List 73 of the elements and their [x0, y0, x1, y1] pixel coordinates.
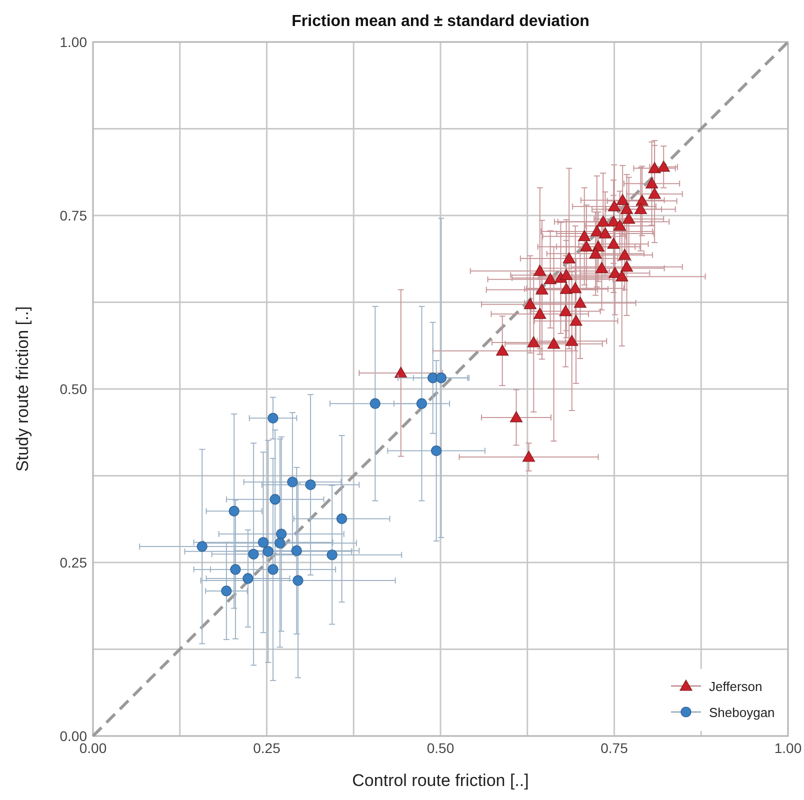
x-tick-label: 0.75	[600, 740, 628, 756]
point	[547, 338, 560, 349]
point	[616, 194, 629, 206]
point	[305, 479, 316, 490]
point	[527, 336, 540, 348]
point	[436, 372, 446, 384]
point	[618, 248, 631, 260]
point	[230, 564, 241, 575]
point	[248, 548, 259, 560]
point	[431, 445, 442, 456]
point	[562, 252, 576, 264]
point	[560, 268, 573, 280]
point	[394, 366, 408, 378]
point	[242, 573, 254, 584]
point	[598, 227, 612, 238]
point	[270, 494, 280, 505]
point	[292, 575, 304, 586]
point	[596, 215, 610, 227]
x-tick-label: 0.50	[426, 740, 454, 756]
point	[589, 247, 602, 258]
point	[648, 188, 661, 199]
point	[620, 260, 634, 272]
y-tick-label: 0.75	[60, 208, 88, 224]
legend-label: Sheboygan	[709, 705, 775, 720]
point	[287, 476, 298, 488]
point	[276, 528, 287, 540]
point	[607, 238, 620, 249]
point	[566, 334, 578, 346]
point	[570, 314, 582, 326]
x-axis-title: Control route friction [..]	[352, 771, 529, 790]
point	[614, 220, 626, 231]
point	[590, 225, 604, 236]
point	[326, 550, 338, 560]
y-axis-title: Study route friction [..]	[13, 306, 32, 472]
point	[616, 270, 628, 282]
point	[645, 177, 658, 188]
y-tick-label: 0.50	[60, 381, 88, 397]
point	[524, 298, 536, 310]
point	[578, 230, 591, 242]
point	[274, 538, 286, 548]
point	[574, 296, 586, 308]
point	[620, 202, 634, 214]
point	[536, 283, 548, 295]
point	[534, 264, 546, 276]
point	[336, 513, 348, 524]
point	[636, 194, 648, 206]
point	[510, 411, 523, 422]
point	[648, 162, 661, 174]
point	[544, 273, 557, 284]
legend-label: Jefferson	[709, 679, 762, 694]
point	[221, 586, 232, 596]
point	[228, 506, 240, 516]
x-tick-label: 1.00	[774, 740, 802, 756]
point	[559, 304, 572, 316]
point	[534, 308, 546, 319]
point	[522, 450, 536, 462]
point	[268, 412, 278, 424]
point	[416, 398, 428, 409]
point	[622, 212, 636, 224]
point	[595, 262, 608, 274]
y-tick-label: 0.25	[60, 554, 88, 570]
point	[608, 200, 621, 212]
point	[258, 537, 269, 548]
point	[580, 240, 593, 252]
point	[634, 202, 647, 214]
chart-title: Friction mean and ± standard deviation	[292, 13, 590, 30]
point	[657, 160, 670, 172]
x-tick-label: 0.25	[253, 740, 281, 756]
point	[569, 282, 582, 294]
point	[560, 282, 573, 294]
point	[496, 344, 509, 356]
y-tick-label: 1.00	[60, 34, 88, 50]
point	[370, 398, 380, 409]
